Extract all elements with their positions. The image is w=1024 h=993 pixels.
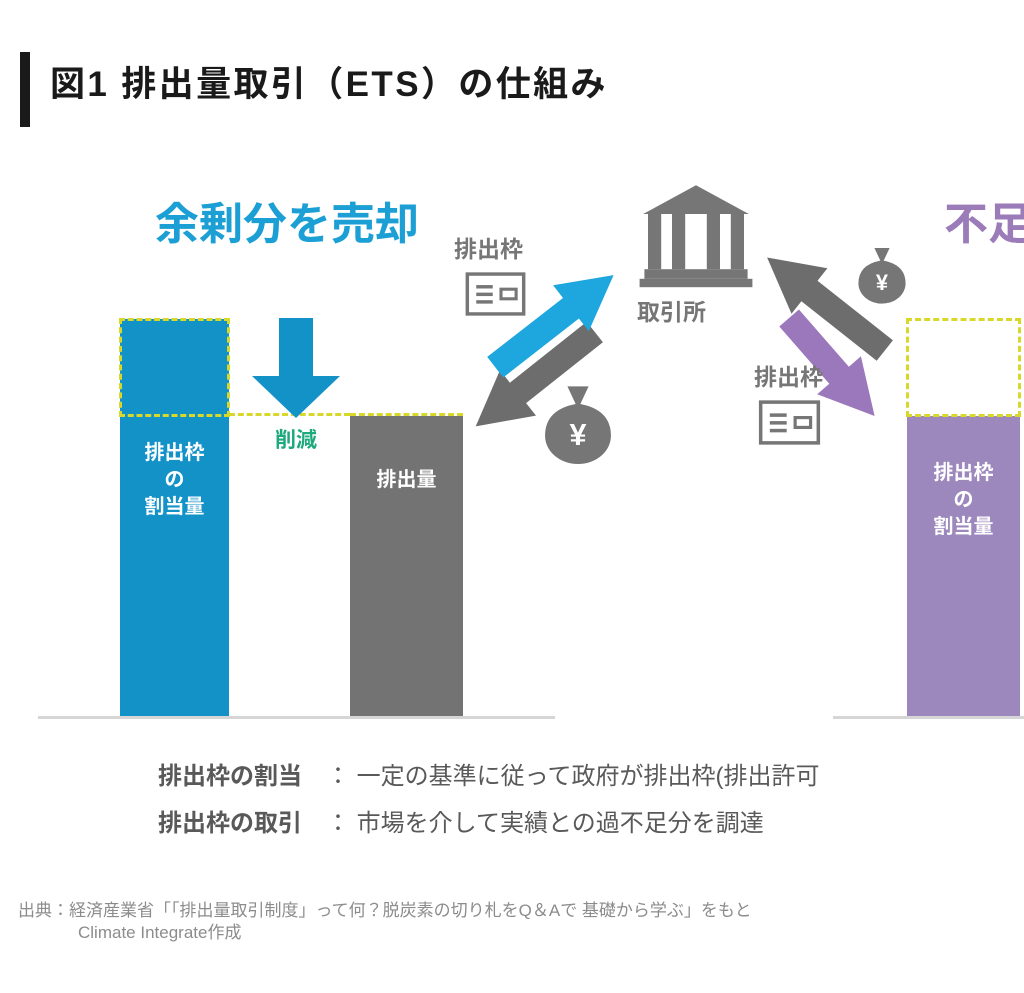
svg-text:¥: ¥ (876, 270, 889, 295)
